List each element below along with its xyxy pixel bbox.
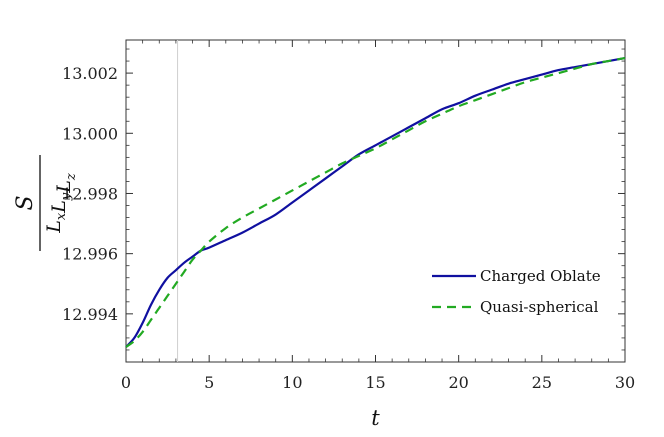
y-axis-denominator: LxLyLz xyxy=(43,173,79,234)
charged-oblate-line xyxy=(125,56,626,348)
x-tick-label: 0 xyxy=(121,373,131,392)
denominator-base: L xyxy=(48,200,70,214)
legend-label: Charged Oblate xyxy=(480,267,601,285)
denominator-base: L xyxy=(43,220,65,234)
denominator-base: L xyxy=(53,180,75,194)
x-tick-label: 20 xyxy=(448,373,468,392)
legend: Charged Oblate Quasi-spherical xyxy=(432,267,601,316)
denominator-subscript: y xyxy=(59,192,74,201)
x-tick-label: 10 xyxy=(282,373,302,392)
y-tick-label: 12.994 xyxy=(62,305,118,324)
y-tick-label: 12.996 xyxy=(62,245,118,264)
x-tick-label: 5 xyxy=(204,373,214,392)
legend-label: Quasi-spherical xyxy=(480,298,599,316)
x-tick-label: 15 xyxy=(365,373,385,392)
x-tick-label: 25 xyxy=(532,373,552,392)
y-tick-label: 12.998 xyxy=(62,184,118,203)
series-group xyxy=(125,56,626,348)
denominator-subscript: z xyxy=(64,173,79,181)
y-tick-label: 13.000 xyxy=(62,124,118,143)
y-tick-label: 13.002 xyxy=(62,64,118,83)
x-axis-title: t xyxy=(371,406,380,430)
denominator-subscript: x xyxy=(54,212,69,220)
ticks-group xyxy=(125,40,626,363)
y-axis-numerator: S xyxy=(13,195,38,210)
x-tick-label: 30 xyxy=(615,373,635,392)
tick-labels-group: 0 5 10 15 20 25 30 12.994 12.996 12.998 13.000 13.0… xyxy=(62,64,635,392)
quasi-spherical-line xyxy=(125,56,626,348)
